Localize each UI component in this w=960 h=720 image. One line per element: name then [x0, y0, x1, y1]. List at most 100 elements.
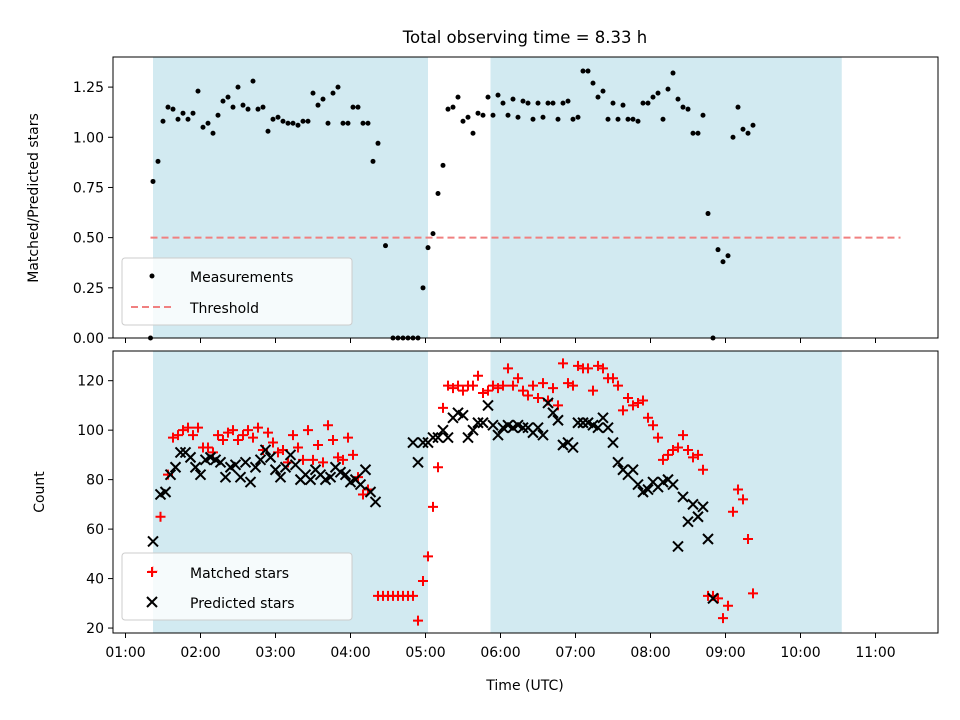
predicted-star-point	[487, 419, 499, 431]
x-tick-label: 01:00	[105, 645, 145, 661]
matched-star-point	[343, 432, 353, 443]
matched-star-point	[733, 484, 743, 495]
measurement-point	[670, 70, 676, 76]
measurement-point	[735, 104, 741, 110]
matched-star-point	[288, 430, 298, 441]
predicted-star-point	[214, 456, 227, 469]
predicted-star-point	[432, 431, 444, 444]
measurement-point	[310, 90, 316, 96]
measurement-point	[355, 104, 361, 110]
measurement-point	[585, 68, 591, 74]
matched-star-point	[643, 412, 653, 423]
measurement-point	[455, 94, 461, 100]
measurement-point	[525, 100, 531, 106]
bottom-x-axis: 01:00 02:00 03:00 04:00 05:00 06:00 07:00 08:00…	[105, 633, 896, 661]
measurement-point	[565, 98, 571, 104]
matched-star-points	[148, 358, 758, 626]
matched-star-point	[533, 393, 543, 403]
top-legend-box	[121, 257, 353, 326]
chart-title: Total observing time = 8.33 h	[402, 28, 647, 47]
measurement-point	[160, 118, 166, 124]
matched-star-point	[623, 393, 633, 403]
measurement-point	[725, 253, 731, 259]
measurement-point	[300, 118, 306, 124]
matched-star-point	[458, 385, 468, 396]
predicted-star-point	[627, 464, 639, 476]
predicted-star-point	[472, 417, 484, 429]
measurement-point	[150, 178, 156, 184]
measurement-point	[340, 120, 346, 126]
predicted-star-point	[517, 421, 529, 434]
measurement-point	[575, 114, 581, 120]
bottom-axes-frame	[112, 350, 939, 634]
predicted-star-point	[274, 471, 287, 483]
bottom-y-axis-label: Count	[32, 471, 48, 513]
threshold-legend-label: Threshold	[189, 301, 259, 317]
matched-star-point	[653, 432, 663, 443]
y-tick-label: 40	[86, 572, 104, 588]
predicted-star-point	[194, 468, 207, 481]
predicted-star-point	[147, 535, 159, 548]
predicted-star-point	[284, 449, 297, 461]
matched-star-point	[583, 363, 593, 374]
measurement-point	[615, 116, 621, 122]
predicted-star-point	[169, 461, 182, 473]
matched-legend-label: Matched stars	[190, 566, 289, 582]
matched-star-point	[748, 588, 758, 599]
matched-star-point	[443, 380, 453, 391]
matched-star-point	[508, 380, 518, 391]
measurement-point	[220, 98, 226, 104]
matched-star-point	[193, 422, 203, 433]
predicted-star-point	[269, 464, 282, 476]
matched-star-point	[428, 501, 438, 512]
predicted-legend-marker	[146, 596, 158, 608]
matched-star-point	[718, 613, 728, 624]
matched-star-point	[478, 388, 488, 399]
measurement-point	[570, 116, 576, 122]
x-axis-label: Time (UTC)	[485, 678, 563, 694]
measurement-point	[435, 190, 441, 196]
measurement-point	[690, 130, 696, 136]
matched-star-point	[673, 442, 683, 453]
night-band	[490, 57, 842, 338]
measurement-point	[490, 112, 496, 118]
measurement-point	[545, 100, 551, 106]
matched-star-point	[338, 454, 348, 465]
measurement-point	[430, 231, 436, 237]
matched-star-point	[613, 380, 623, 391]
matched-star-point	[213, 430, 223, 441]
x-tick-label: 11:00	[855, 645, 895, 661]
matched-star-point	[678, 430, 688, 441]
measurement-point	[595, 94, 601, 100]
measurement-point	[185, 116, 191, 122]
bottom-y-axis: 20 40 60 80 100 120	[77, 374, 113, 637]
x-tick-label: 03:00	[255, 645, 295, 661]
measurement-point	[590, 80, 596, 86]
measurement-point	[480, 112, 486, 118]
matched-star-point	[263, 427, 273, 438]
y-tick-label: 20	[86, 621, 104, 637]
x-tick-label: 10:00	[780, 645, 820, 661]
predicted-star-point	[672, 540, 684, 553]
matched-star-point	[438, 402, 448, 413]
predicted-star-point	[229, 459, 242, 471]
matched-star-point	[548, 383, 558, 394]
y-tick-label: 1.00	[73, 130, 104, 146]
predicted-star-point	[254, 454, 267, 466]
matched-star-point	[233, 435, 243, 446]
predicted-star-point	[427, 431, 439, 444]
predicted-star-point	[442, 431, 454, 444]
measurement-point	[675, 96, 681, 102]
x-tick-label: 04:00	[330, 645, 370, 661]
matched-star-point	[713, 593, 723, 604]
predicted-star-point	[567, 441, 579, 454]
predicted-star-point	[412, 456, 424, 469]
y-tick-label: 0.25	[73, 281, 104, 297]
measurement-point	[635, 118, 641, 124]
measurement-point	[425, 245, 431, 251]
count-panel: 20 40 60 80 100 120 01:00 02:00 03:00 04:00 05:00…	[32, 350, 939, 694]
matched-star-point	[638, 395, 648, 406]
measurement-point	[510, 96, 516, 102]
measurement-point	[215, 112, 221, 118]
measurement-point	[630, 116, 636, 122]
